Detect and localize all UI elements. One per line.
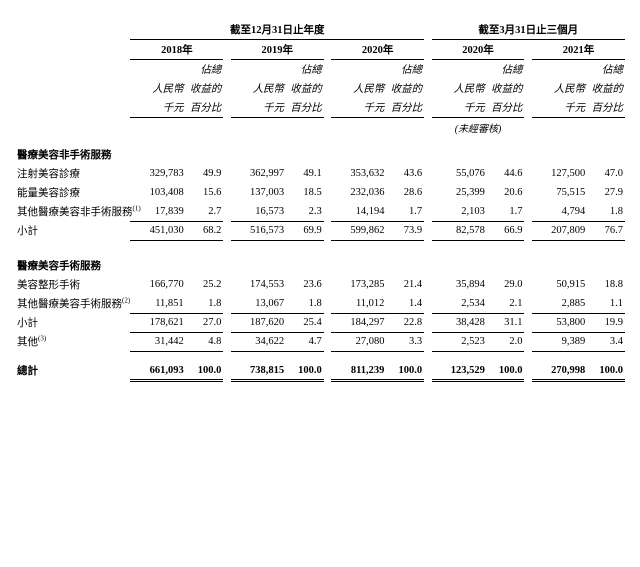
row-label: 小計	[15, 221, 130, 240]
unaudited-row: (未經審核)	[15, 118, 625, 138]
col-year: 2020年	[432, 40, 525, 60]
row-label: 其他醫療美容手術服務(2)	[15, 294, 130, 313]
financial-table: 截至12月31日止年度 截至3月31日止三個月 2018年 2019年 2020…	[15, 20, 625, 382]
table-row: 美容整形手術166,77025.2174,55323.6173,28521.43…	[15, 275, 625, 294]
col-year: 2020年	[331, 40, 424, 60]
subheader-row-2: 人民幣收益的 人民幣收益的 人民幣收益的 人民幣收益的 人民幣收益的	[15, 79, 625, 98]
year-header-row: 2018年 2019年 2020年 2020年 2021年	[15, 40, 625, 60]
row-label: 其他醫療美容非手術服務(1)	[15, 202, 130, 221]
other-row: 其他(3)31,4424.834,6224.727,0803.32,5232.0…	[15, 332, 625, 351]
total-row: 總計 661,093100.0 738,815100.0 811,239100.…	[15, 351, 625, 380]
table-row: 其他醫療美容手術服務(2)11,8511.813,0671.811,0121.4…	[15, 294, 625, 313]
quarter-period: 截至3月31日止三個月	[432, 20, 625, 40]
section-surgical: 醫療美容手術服務	[15, 248, 625, 275]
unit-row: 千元百分比 千元百分比 千元百分比 千元百分比 千元百分比	[15, 98, 625, 118]
subtotal-row: 小計178,62127.0187,62025.4184,29722.838,42…	[15, 313, 625, 332]
col-year: 2019年	[231, 40, 324, 60]
table-row: 注射美容診療329,78349.9362,99749.1353,63243.65…	[15, 164, 625, 183]
row-label: 注射美容診療	[15, 164, 130, 183]
period-header-row: 截至12月31日止年度 截至3月31日止三個月	[15, 20, 625, 40]
table-row: 能量美容診療103,40815.6137,00318.5232,03628.62…	[15, 183, 625, 202]
row-label: 美容整形手術	[15, 275, 130, 294]
col-year: 2021年	[532, 40, 625, 60]
table-row: 其他醫療美容非手術服務(1)17,8392.716,5732.314,1941.…	[15, 202, 625, 221]
annual-period: 截至12月31日止年度	[130, 20, 424, 40]
col-year: 2018年	[130, 40, 223, 60]
row-label: 能量美容診療	[15, 183, 130, 202]
subtotal-row: 小計451,03068.2516,57369.9599,86273.982,57…	[15, 221, 625, 240]
subheader-row-1: 佔總 佔總 佔總 佔總 佔總	[15, 60, 625, 80]
row-label: 其他(3)	[15, 332, 130, 351]
section-non-surgical: 醫療美容非手術服務	[15, 137, 625, 164]
row-label: 小計	[15, 313, 130, 332]
